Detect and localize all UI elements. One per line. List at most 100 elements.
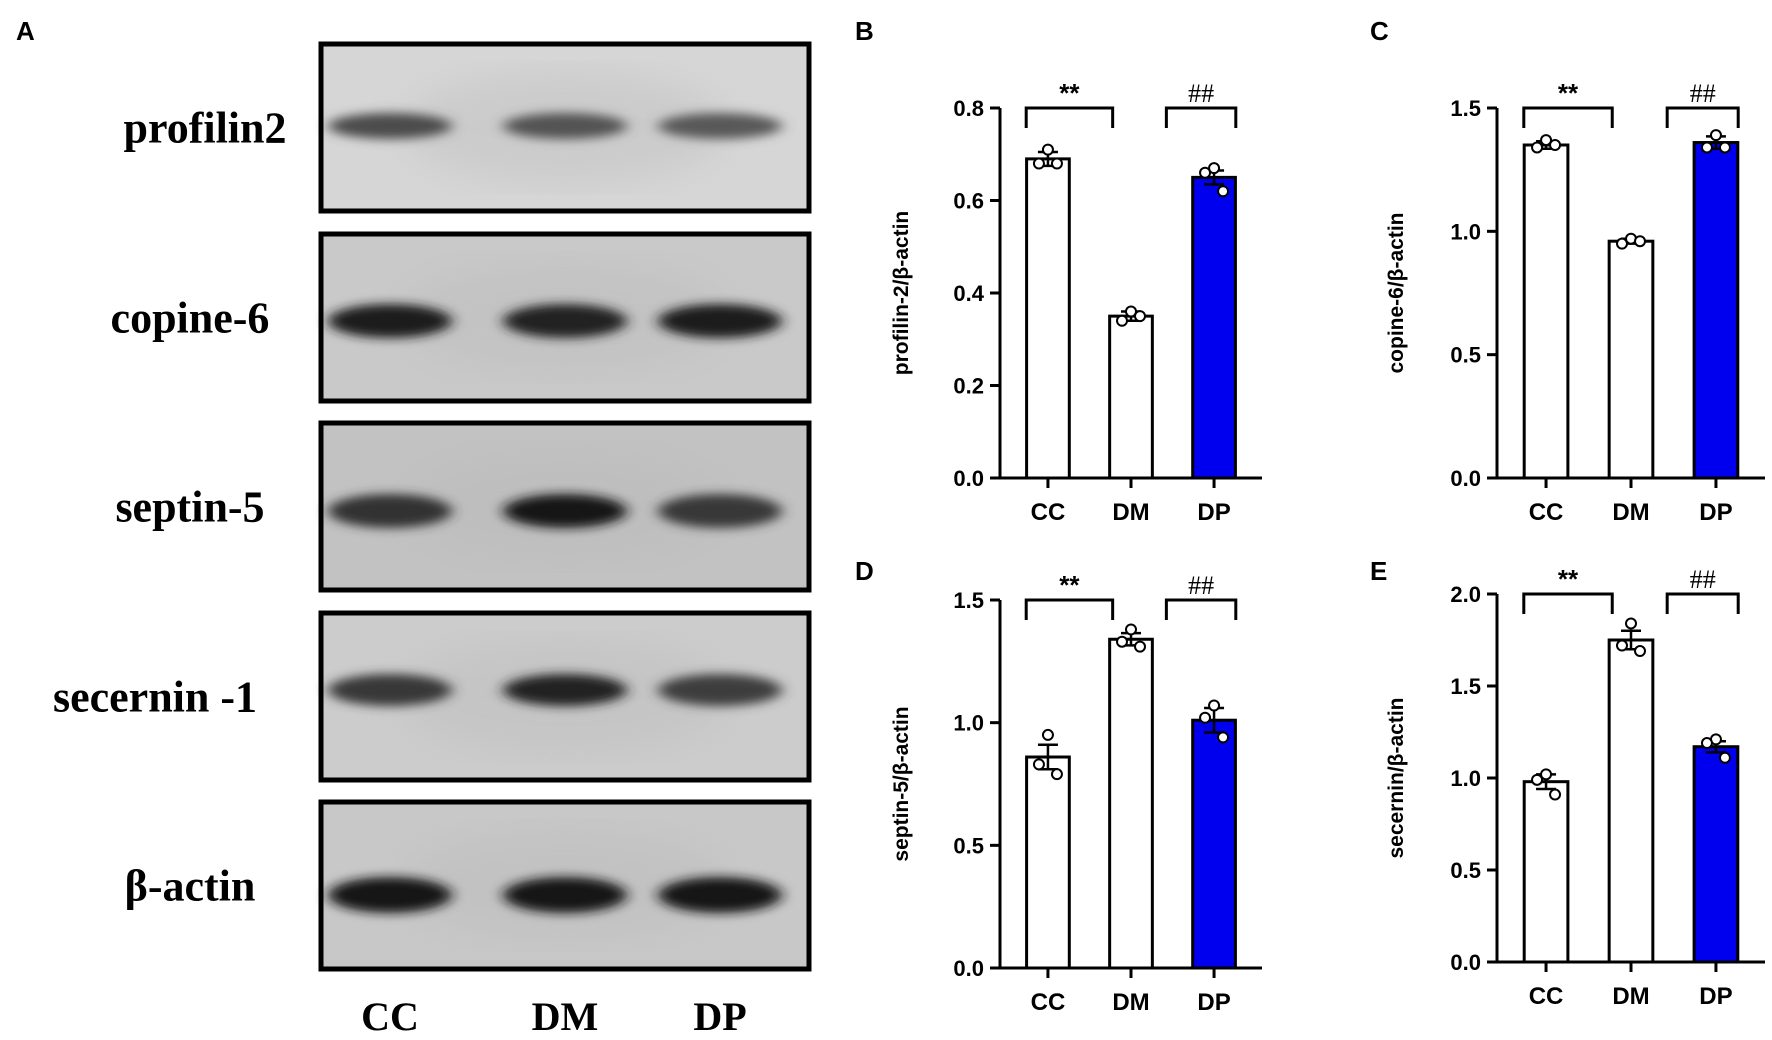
- blot-band: [503, 674, 627, 706]
- data-point: [1116, 635, 1128, 648]
- category-label: CC: [1031, 989, 1066, 1016]
- blot-band: [503, 304, 627, 338]
- y-tick-label: 0.0: [953, 956, 984, 981]
- lane-label: CC: [361, 994, 419, 1039]
- data-point: [1625, 617, 1637, 630]
- y-tick-label: 1.5: [953, 588, 984, 613]
- data-point: [1616, 639, 1628, 652]
- chart-c: C 0.0 0.5 1.0 1.5 copine-6/β-actin CC DM DP ** ##: [1370, 16, 1765, 526]
- bar: [1522, 143, 1570, 480]
- blot-label: copine-6: [111, 294, 270, 343]
- category-label: DM: [1612, 983, 1649, 1010]
- bar: [1191, 175, 1237, 480]
- blot-band: [328, 674, 452, 706]
- data-point: [1041, 728, 1054, 741]
- data-point: [1549, 788, 1562, 801]
- panel-letter-a: A: [16, 16, 35, 46]
- significance-bracket: [1164, 598, 1238, 620]
- bar: [1692, 141, 1740, 480]
- blot-label: secernin -1: [53, 673, 257, 722]
- data-point: [1616, 237, 1628, 250]
- panel-letter: B: [855, 16, 874, 46]
- chart-d: D 0.0 0.5 1.0 1.5 septin-5/β-actin CC DM DP ** ##: [855, 556, 1262, 1016]
- blot-band: [658, 674, 782, 706]
- y-tick-label: 0.5: [1450, 343, 1481, 368]
- data-point: [1041, 143, 1054, 156]
- bar: [1607, 638, 1655, 964]
- y-tick-label: 1.0: [1450, 766, 1481, 791]
- blot-row-2: septin-5: [115, 420, 812, 593]
- data-point: [1050, 768, 1063, 781]
- data-point: [1050, 157, 1063, 170]
- data-point: [1116, 314, 1128, 327]
- lane-label: DP: [693, 994, 746, 1039]
- significance-bracket: [1522, 106, 1614, 128]
- data-point: [1208, 699, 1221, 712]
- y-tick-label: 0.4: [953, 281, 984, 306]
- y-axis-title: septin-5/β-actin: [890, 706, 913, 861]
- category-label: CC: [1529, 499, 1564, 526]
- blot-frame: [318, 799, 812, 972]
- data-point: [1134, 310, 1146, 323]
- significance-label: ##: [1188, 79, 1214, 108]
- blot-band: [328, 304, 452, 338]
- significance-label: ##: [1690, 565, 1716, 594]
- category-label: DP: [1699, 983, 1732, 1010]
- blot-label: profilin2: [123, 104, 286, 153]
- data-point: [1700, 737, 1713, 750]
- data-point: [1134, 640, 1146, 653]
- bar: [1025, 157, 1071, 480]
- data-point: [1199, 166, 1212, 179]
- lane-label: DM: [532, 994, 599, 1039]
- category-label: DP: [1197, 499, 1230, 526]
- data-point: [1634, 235, 1646, 248]
- y-tick-label: 1.0: [953, 711, 984, 736]
- category-label: DP: [1699, 499, 1732, 526]
- significance-label: ##: [1188, 571, 1214, 600]
- y-tick-label: 2.0: [1450, 582, 1481, 607]
- data-point: [1718, 141, 1731, 154]
- blot-row-1: copine-6: [111, 231, 812, 404]
- blot-band: [328, 113, 452, 139]
- y-tick-label: 1.5: [1450, 96, 1481, 121]
- y-axis-title: secernin/β-actin: [1385, 697, 1408, 858]
- y-tick-label: 0.5: [953, 833, 984, 858]
- bar: [1108, 314, 1154, 480]
- data-point: [1032, 758, 1045, 771]
- y-tick-label: 0.6: [953, 189, 984, 214]
- bar: [1692, 745, 1740, 964]
- panel-letter: D: [855, 556, 874, 586]
- y-tick-label: 0.0: [1450, 466, 1481, 491]
- bar: [1607, 239, 1655, 480]
- data-point: [1540, 134, 1553, 147]
- panel-letter: C: [1370, 16, 1389, 46]
- category-label: CC: [1031, 499, 1066, 526]
- chart-b: B 0.0 0.2 0.4 0.6 0.8 profilin-2/β-actin CC DM DP…: [855, 16, 1262, 526]
- chart-e: E 0.0 0.5 1.0 1.5 2.0 secernin/β-actin CC DM DP **…: [1370, 556, 1765, 1010]
- significance-bracket: [1522, 592, 1614, 614]
- y-tick-label: 0.8: [953, 96, 984, 121]
- significance-label: **: [1558, 564, 1579, 594]
- y-tick-label: 1.5: [1450, 674, 1481, 699]
- significance-bracket: [1665, 106, 1740, 128]
- bar: [1191, 718, 1237, 970]
- western-blot-panel: profilin2 copine-6 septin-5 secernin -1 β-ac…: [53, 41, 812, 1039]
- data-point: [1217, 731, 1230, 744]
- blot-frame: [318, 41, 812, 214]
- significance-bracket: [1164, 106, 1238, 128]
- data-point: [1549, 139, 1562, 151]
- significance-bracket: [1024, 598, 1115, 620]
- panel-letter: E: [1370, 556, 1387, 586]
- blot-row-0: profilin2: [123, 41, 812, 214]
- blot-band: [503, 113, 627, 139]
- data-point: [1700, 141, 1713, 154]
- bar: [1025, 755, 1071, 970]
- bar: [1108, 637, 1154, 970]
- blot-row-3: secernin -1: [53, 610, 812, 783]
- data-point: [1208, 162, 1221, 175]
- bar: [1522, 780, 1570, 964]
- y-tick-label: 1.0: [1450, 219, 1481, 244]
- blot-band: [503, 877, 627, 913]
- blot-band: [503, 494, 627, 528]
